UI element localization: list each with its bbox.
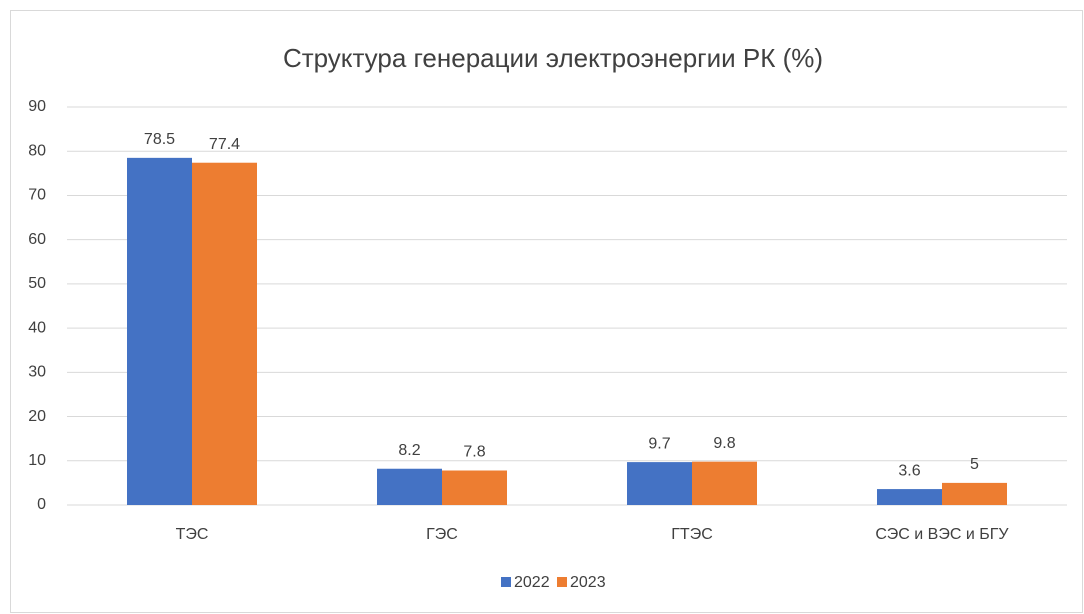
x-tick-label: ГТЭС — [671, 526, 713, 543]
y-tick-label: 50 — [28, 275, 46, 292]
bar — [192, 162, 257, 505]
y-tick-label: 0 — [37, 496, 46, 513]
data-label: 5 — [970, 456, 979, 473]
x-tick-label: ГЭС — [426, 526, 458, 543]
y-tick-label: 10 — [28, 452, 46, 469]
data-label: 9.7 — [648, 435, 670, 452]
data-label: 9.8 — [713, 435, 735, 452]
data-label: 3.6 — [898, 462, 920, 479]
y-tick-label: 80 — [28, 142, 46, 159]
chart-title: Структура генерации электроэнергии РК (%… — [283, 43, 823, 73]
legend-label: 2022 — [514, 574, 550, 591]
y-tick-label: 30 — [28, 364, 46, 381]
bar — [377, 468, 442, 505]
legend-swatch — [557, 577, 567, 587]
x-tick-label: СЭС и ВЭС и БГУ — [875, 526, 1009, 543]
bar — [877, 489, 942, 505]
x-tick-label: ТЭС — [176, 526, 209, 543]
legend-label: 2023 — [570, 574, 606, 591]
bar — [692, 461, 757, 505]
legend-swatch — [501, 577, 511, 587]
y-tick-label: 90 — [28, 98, 46, 115]
data-label: 78.5 — [144, 131, 175, 148]
bar — [442, 470, 507, 505]
bar — [127, 157, 192, 505]
y-tick-label: 60 — [28, 231, 46, 248]
data-label: 7.8 — [463, 444, 485, 461]
bar — [942, 482, 1007, 505]
bar — [627, 462, 692, 505]
y-tick-label: 70 — [28, 187, 46, 204]
y-tick-label: 20 — [28, 408, 46, 425]
y-tick-label: 40 — [28, 319, 46, 336]
data-label: 77.4 — [209, 136, 240, 153]
data-label: 8.2 — [398, 442, 420, 459]
